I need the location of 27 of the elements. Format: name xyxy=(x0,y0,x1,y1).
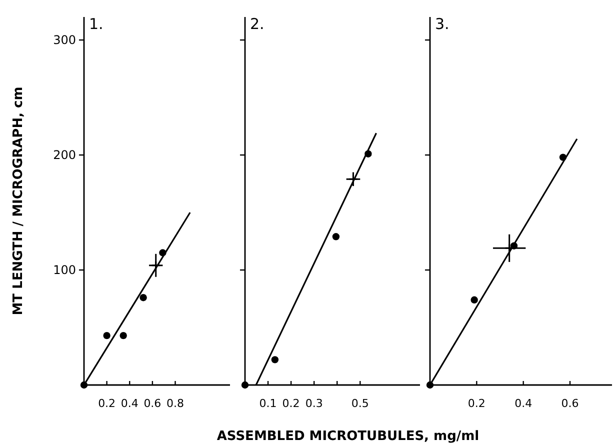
point xyxy=(151,260,161,270)
y-axis-title: MT LENGTH / MICROGRAPH, cm xyxy=(11,86,26,316)
y-tick-label: 100 xyxy=(53,263,76,278)
x-tick-label: 0.4 xyxy=(120,397,138,410)
x-tick-label: 0.5 xyxy=(351,397,369,410)
y-tick-label: 300 xyxy=(53,33,76,48)
x-tick-label: 0.6 xyxy=(561,397,579,410)
x-tick-label: 0.8 xyxy=(166,397,184,410)
chart-title: 2. xyxy=(250,15,264,33)
x-tick-label: 0.1 xyxy=(259,397,277,410)
point xyxy=(271,356,279,364)
x-tick-label: 0.6 xyxy=(144,397,162,410)
chart-title: 3. xyxy=(435,15,450,33)
x-tick-label: 0.4 xyxy=(514,397,532,410)
x-tick-label: 0.2 xyxy=(468,397,486,410)
point xyxy=(332,233,340,240)
x-tick-label: 0.2 xyxy=(98,397,116,410)
point xyxy=(470,296,478,304)
chart-title: 1. xyxy=(89,15,104,33)
point xyxy=(140,294,147,302)
point xyxy=(103,332,110,340)
point xyxy=(120,332,127,340)
x-tick-label: 0.2 xyxy=(282,397,300,410)
x-axis-title: ASSEMBLED MICROTUBULES, mg/ml xyxy=(216,429,480,444)
y-tick-label: 200 xyxy=(53,148,76,162)
point xyxy=(241,381,249,389)
x-tick-label: 0.3 xyxy=(305,397,323,410)
